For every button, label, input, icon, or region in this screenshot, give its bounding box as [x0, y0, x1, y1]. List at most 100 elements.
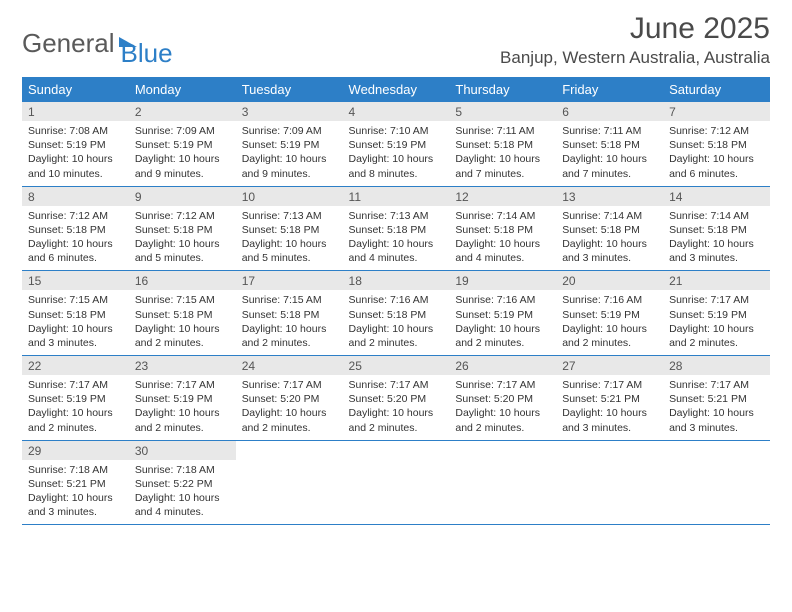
day-details: Sunrise: 7:17 AMSunset: 5:19 PMDaylight:… [22, 375, 129, 440]
month-title: June 2025 [500, 12, 770, 46]
sunset-line: Sunset: 5:19 PM [669, 308, 764, 322]
sunset-line: Sunset: 5:19 PM [135, 138, 230, 152]
day-number: 24 [236, 356, 343, 375]
day-number: 11 [343, 187, 450, 206]
day-number: 3 [236, 102, 343, 121]
sunset-line: Sunset: 5:18 PM [562, 138, 657, 152]
calendar-day-cell: 22Sunrise: 7:17 AMSunset: 5:19 PMDayligh… [22, 356, 129, 441]
day-number: 2 [129, 102, 236, 121]
day-number: 7 [663, 102, 770, 121]
sunrise-line: Sunrise: 7:11 AM [455, 124, 550, 138]
calendar-week-row: 1Sunrise: 7:08 AMSunset: 5:19 PMDaylight… [22, 102, 770, 186]
sunset-line: Sunset: 5:20 PM [349, 392, 444, 406]
day-details: Sunrise: 7:15 AMSunset: 5:18 PMDaylight:… [22, 290, 129, 355]
daylight-line: Daylight: 10 hours and 3 minutes. [562, 237, 657, 265]
day-number: 18 [343, 271, 450, 290]
calendar-day-cell: 12Sunrise: 7:14 AMSunset: 5:18 PMDayligh… [449, 186, 556, 271]
calendar-week-row: 15Sunrise: 7:15 AMSunset: 5:18 PMDayligh… [22, 271, 770, 356]
daylight-line: Daylight: 10 hours and 2 minutes. [669, 322, 764, 350]
sunrise-line: Sunrise: 7:16 AM [562, 293, 657, 307]
daylight-line: Daylight: 10 hours and 4 minutes. [455, 237, 550, 265]
day-details: Sunrise: 7:16 AMSunset: 5:18 PMDaylight:… [343, 290, 450, 355]
sunset-line: Sunset: 5:18 PM [562, 223, 657, 237]
sunset-line: Sunset: 5:19 PM [28, 392, 123, 406]
day-number: 26 [449, 356, 556, 375]
sunset-line: Sunset: 5:19 PM [28, 138, 123, 152]
calendar-day-cell: 4Sunrise: 7:10 AMSunset: 5:19 PMDaylight… [343, 102, 450, 186]
calendar-day-cell: 13Sunrise: 7:14 AMSunset: 5:18 PMDayligh… [556, 186, 663, 271]
day-number: 22 [22, 356, 129, 375]
sunset-line: Sunset: 5:18 PM [669, 223, 764, 237]
calendar-header-row: SundayMondayTuesdayWednesdayThursdayFrid… [22, 77, 770, 102]
sunset-line: Sunset: 5:18 PM [455, 138, 550, 152]
calendar-day-cell: 26Sunrise: 7:17 AMSunset: 5:20 PMDayligh… [449, 356, 556, 441]
day-details: Sunrise: 7:12 AMSunset: 5:18 PMDaylight:… [22, 206, 129, 271]
weekday-header: Sunday [22, 77, 129, 102]
daylight-line: Daylight: 10 hours and 10 minutes. [28, 152, 123, 180]
calendar-day-cell: 17Sunrise: 7:15 AMSunset: 5:18 PMDayligh… [236, 271, 343, 356]
daylight-line: Daylight: 10 hours and 7 minutes. [562, 152, 657, 180]
day-details: Sunrise: 7:15 AMSunset: 5:18 PMDaylight:… [236, 290, 343, 355]
day-details: Sunrise: 7:09 AMSunset: 5:19 PMDaylight:… [236, 121, 343, 186]
day-number: 21 [663, 271, 770, 290]
sunset-line: Sunset: 5:18 PM [135, 308, 230, 322]
day-details: Sunrise: 7:18 AMSunset: 5:22 PMDaylight:… [129, 460, 236, 525]
sunset-line: Sunset: 5:19 PM [562, 308, 657, 322]
calendar-week-row: 29Sunrise: 7:18 AMSunset: 5:21 PMDayligh… [22, 440, 770, 525]
calendar-day-cell: 27Sunrise: 7:17 AMSunset: 5:21 PMDayligh… [556, 356, 663, 441]
sunset-line: Sunset: 5:22 PM [135, 477, 230, 491]
sunrise-line: Sunrise: 7:17 AM [669, 293, 764, 307]
calendar-day-cell: 19Sunrise: 7:16 AMSunset: 5:19 PMDayligh… [449, 271, 556, 356]
title-block: June 2025 Banjup, Western Australia, Aus… [500, 12, 770, 68]
day-details: Sunrise: 7:17 AMSunset: 5:20 PMDaylight:… [343, 375, 450, 440]
day-number: 25 [343, 356, 450, 375]
sunset-line: Sunset: 5:18 PM [242, 223, 337, 237]
daylight-line: Daylight: 10 hours and 2 minutes. [562, 322, 657, 350]
daylight-line: Daylight: 10 hours and 9 minutes. [242, 152, 337, 180]
daylight-line: Daylight: 10 hours and 2 minutes. [242, 322, 337, 350]
day-number: 15 [22, 271, 129, 290]
daylight-line: Daylight: 10 hours and 3 minutes. [28, 322, 123, 350]
calendar-day-cell: 16Sunrise: 7:15 AMSunset: 5:18 PMDayligh… [129, 271, 236, 356]
day-number: 8 [22, 187, 129, 206]
day-details: Sunrise: 7:09 AMSunset: 5:19 PMDaylight:… [129, 121, 236, 186]
location: Banjup, Western Australia, Australia [500, 48, 770, 68]
sunset-line: Sunset: 5:18 PM [349, 223, 444, 237]
sunrise-line: Sunrise: 7:17 AM [135, 378, 230, 392]
day-number: 28 [663, 356, 770, 375]
sunrise-line: Sunrise: 7:15 AM [242, 293, 337, 307]
day-number: 14 [663, 187, 770, 206]
calendar-empty-cell [663, 440, 770, 525]
sunset-line: Sunset: 5:19 PM [455, 308, 550, 322]
calendar-week-row: 8Sunrise: 7:12 AMSunset: 5:18 PMDaylight… [22, 186, 770, 271]
day-details: Sunrise: 7:13 AMSunset: 5:18 PMDaylight:… [236, 206, 343, 271]
day-number: 6 [556, 102, 663, 121]
daylight-line: Daylight: 10 hours and 5 minutes. [135, 237, 230, 265]
sunrise-line: Sunrise: 7:13 AM [242, 209, 337, 223]
sunset-line: Sunset: 5:18 PM [455, 223, 550, 237]
day-details: Sunrise: 7:11 AMSunset: 5:18 PMDaylight:… [556, 121, 663, 186]
sunset-line: Sunset: 5:18 PM [28, 308, 123, 322]
sunset-line: Sunset: 5:18 PM [28, 223, 123, 237]
weekday-header: Friday [556, 77, 663, 102]
sunset-line: Sunset: 5:18 PM [349, 308, 444, 322]
calendar-day-cell: 6Sunrise: 7:11 AMSunset: 5:18 PMDaylight… [556, 102, 663, 186]
daylight-line: Daylight: 10 hours and 5 minutes. [242, 237, 337, 265]
sunrise-line: Sunrise: 7:13 AM [349, 209, 444, 223]
sunrise-line: Sunrise: 7:14 AM [669, 209, 764, 223]
daylight-line: Daylight: 10 hours and 2 minutes. [349, 406, 444, 434]
weekday-header: Wednesday [343, 77, 450, 102]
day-details: Sunrise: 7:08 AMSunset: 5:19 PMDaylight:… [22, 121, 129, 186]
sunset-line: Sunset: 5:19 PM [349, 138, 444, 152]
day-number: 23 [129, 356, 236, 375]
calendar-week-row: 22Sunrise: 7:17 AMSunset: 5:19 PMDayligh… [22, 356, 770, 441]
sunrise-line: Sunrise: 7:17 AM [455, 378, 550, 392]
sunrise-line: Sunrise: 7:15 AM [135, 293, 230, 307]
day-number: 27 [556, 356, 663, 375]
day-details: Sunrise: 7:17 AMSunset: 5:20 PMDaylight:… [236, 375, 343, 440]
weekday-header: Monday [129, 77, 236, 102]
day-number: 5 [449, 102, 556, 121]
daylight-line: Daylight: 10 hours and 3 minutes. [562, 406, 657, 434]
calendar-day-cell: 23Sunrise: 7:17 AMSunset: 5:19 PMDayligh… [129, 356, 236, 441]
day-number: 19 [449, 271, 556, 290]
